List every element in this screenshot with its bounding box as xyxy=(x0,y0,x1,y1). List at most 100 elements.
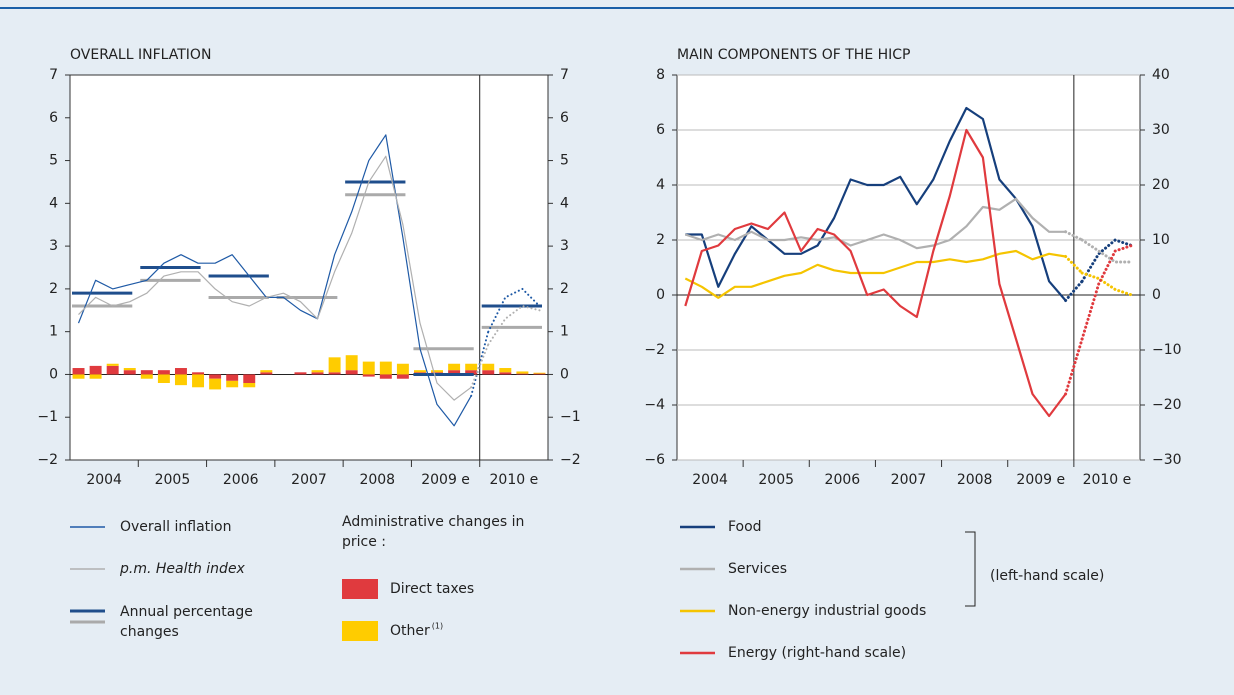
series-line xyxy=(78,155,472,401)
bar xyxy=(465,363,478,371)
bar xyxy=(243,374,256,383)
chart-title: OVERALL INFLATION xyxy=(70,47,211,63)
y-tick-label: 1 xyxy=(49,324,58,340)
legend-label: Food xyxy=(728,519,762,535)
bar xyxy=(123,370,136,375)
series-line xyxy=(684,249,1066,299)
y-tick-label: −1 xyxy=(560,409,581,425)
bar xyxy=(379,374,392,379)
x-tick-label: 2006 xyxy=(223,472,259,488)
legend-swatch xyxy=(342,579,378,599)
bar xyxy=(362,374,375,377)
forecast-connector xyxy=(1064,255,1084,275)
x-tick-label: 2009 e xyxy=(421,472,470,488)
y2-tick-label: 10 xyxy=(1152,232,1170,248)
x-tick-label: 2007 xyxy=(291,472,327,488)
bar xyxy=(174,368,187,375)
y-tick-label: −6 xyxy=(644,452,665,468)
bar xyxy=(209,374,222,379)
bar xyxy=(345,355,358,371)
bar xyxy=(328,372,341,375)
forecast-line xyxy=(1080,238,1134,264)
legend-label: Other xyxy=(390,623,430,639)
y-tick-label: 7 xyxy=(560,67,569,83)
bar xyxy=(482,370,495,375)
bar xyxy=(516,373,529,375)
x-tick-label: 2006 xyxy=(825,472,861,488)
bar xyxy=(140,374,153,379)
bar xyxy=(226,374,239,381)
legend-heading: Administrative changes in price : xyxy=(342,514,525,550)
series-line xyxy=(684,197,1066,250)
bar xyxy=(192,372,205,375)
forecast-line xyxy=(487,305,541,346)
y-tick-label: 3 xyxy=(560,238,569,254)
forecast-connector xyxy=(1064,279,1084,302)
bar xyxy=(396,374,409,379)
bar xyxy=(311,370,324,373)
bar xyxy=(465,370,478,375)
bar xyxy=(140,370,153,375)
series-line xyxy=(684,128,1067,418)
x-tick-label: 2007 xyxy=(891,472,927,488)
y-tick-label: −2 xyxy=(560,452,581,468)
y2-tick-label: −30 xyxy=(1152,452,1182,468)
bar xyxy=(294,372,307,375)
bar xyxy=(448,363,461,371)
legend-bracket xyxy=(965,531,976,607)
legend-label: Services xyxy=(728,561,787,577)
bar xyxy=(431,370,444,373)
chart-title: MAIN COMPONENTS OF THE HICP xyxy=(677,47,911,63)
y-tick-label: 0 xyxy=(49,366,58,382)
bar xyxy=(72,374,85,379)
bar xyxy=(89,365,102,375)
y-tick-label: 6 xyxy=(49,110,58,126)
series-line xyxy=(77,134,472,427)
forecast-line xyxy=(1080,271,1134,297)
y-tick-label: 6 xyxy=(656,122,665,138)
x-tick-label: 2005 xyxy=(758,472,794,488)
bar xyxy=(328,357,341,373)
bar xyxy=(499,372,512,375)
y-tick-label: −2 xyxy=(37,452,58,468)
y-tick-label: 6 xyxy=(560,110,569,126)
y-tick-label: 4 xyxy=(656,177,665,193)
bar xyxy=(482,363,495,371)
legend-label: Direct taxes xyxy=(390,581,474,597)
bar xyxy=(533,372,546,374)
legend-label: (left-hand scale) xyxy=(990,568,1104,584)
y-tick-label: 1 xyxy=(560,324,569,340)
bar xyxy=(448,370,461,375)
legend-label: p.m. Health index xyxy=(119,561,246,577)
y2-tick-label: 20 xyxy=(1152,177,1170,193)
bar xyxy=(379,361,392,375)
legend-note: (1) xyxy=(432,622,443,631)
legend-label: Non-energy industrial goods xyxy=(728,603,926,619)
top-rule xyxy=(0,7,1234,9)
y-tick-label: −1 xyxy=(37,409,58,425)
y-tick-label: 5 xyxy=(560,153,569,169)
y-tick-label: 2 xyxy=(49,281,58,297)
y-tick-label: 0 xyxy=(656,287,665,303)
bar xyxy=(260,370,273,373)
bar xyxy=(345,370,358,375)
plot-area xyxy=(676,74,1141,461)
bar xyxy=(157,374,170,383)
y-tick-label: −4 xyxy=(644,397,665,413)
y-tick-label: 7 xyxy=(49,67,58,83)
forecast-connector xyxy=(1064,337,1084,396)
y-tick-label: 4 xyxy=(560,195,569,211)
bar xyxy=(157,370,170,375)
bar xyxy=(516,371,529,374)
bar xyxy=(106,363,119,366)
y2-tick-label: −10 xyxy=(1152,342,1182,358)
bar xyxy=(226,380,239,388)
y-tick-label: 4 xyxy=(49,195,58,211)
forecast-line xyxy=(1080,244,1134,341)
bar xyxy=(192,374,205,388)
y-tick-label: 0 xyxy=(560,366,569,382)
forecast-line xyxy=(487,287,541,333)
bar xyxy=(243,383,256,388)
series-line xyxy=(685,106,1067,302)
